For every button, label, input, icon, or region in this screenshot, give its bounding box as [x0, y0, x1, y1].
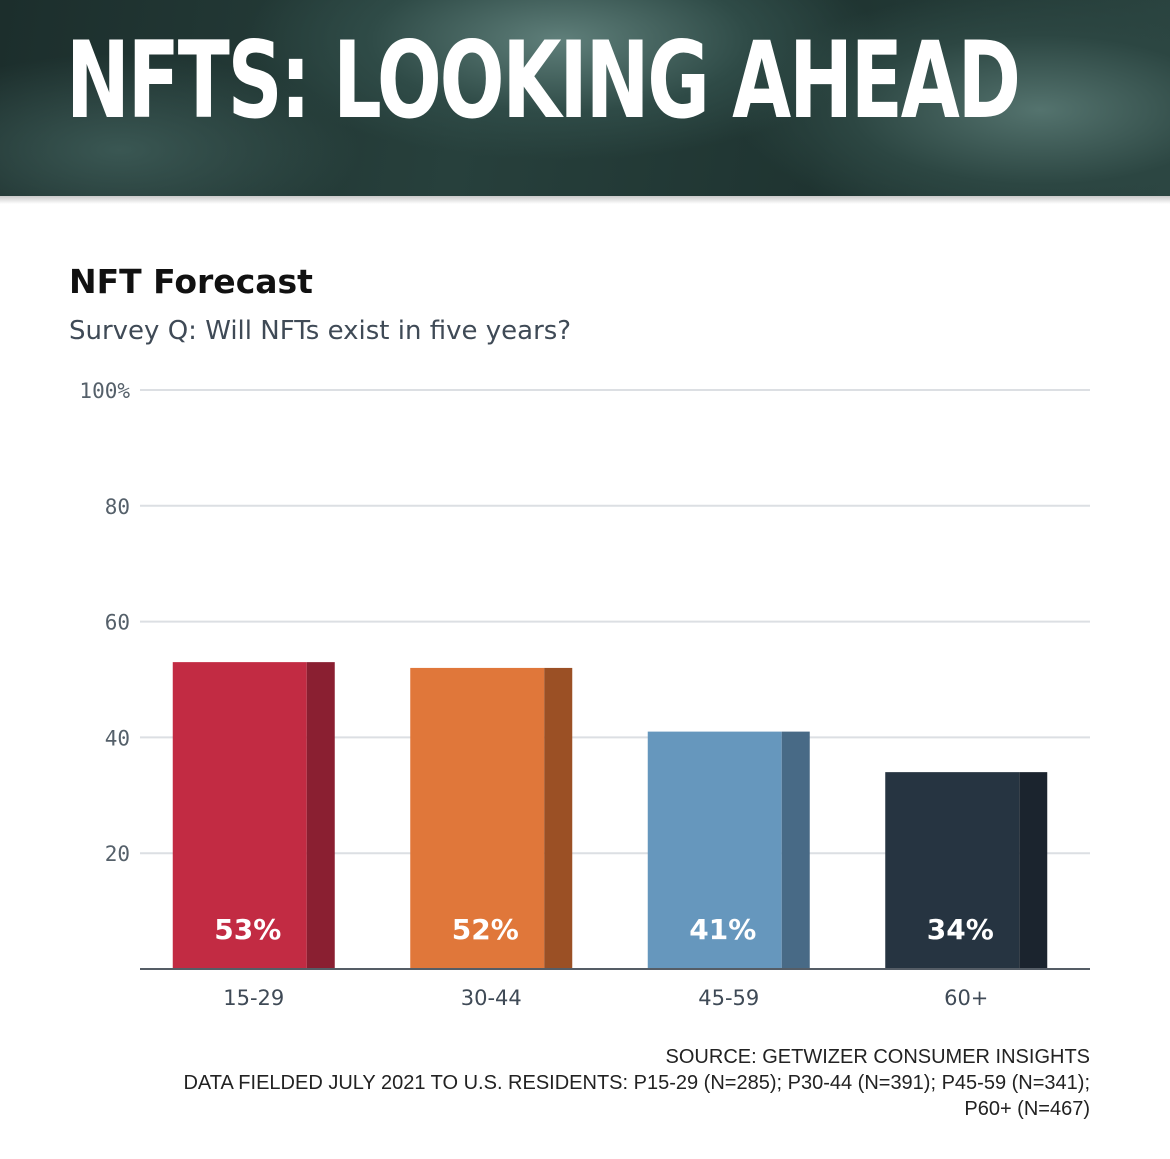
source-note: SOURCE: GETWIZER CONSUMER INSIGHTS DATA … — [50, 1044, 1090, 1122]
source-line: SOURCE: GETWIZER CONSUMER INSIGHTS — [665, 1046, 1090, 1068]
banner-divider — [0, 196, 1170, 204]
y-tick-label: 40 — [105, 726, 130, 750]
bar-face — [410, 667, 545, 969]
x-tick-label: 15-29 — [223, 986, 284, 1010]
bar-chart: 20 40 60 80 100% 53% 52% 41% 34% 15-29 30-44 45-5… — [79, 379, 1090, 1010]
bar-side — [1019, 772, 1048, 969]
bars: 53% 52% 41% 34% — [172, 662, 1048, 969]
y-axis-ticks: 20 40 60 80 100% — [79, 379, 130, 866]
fielded-line-2: P60+ (N=467) — [964, 1098, 1090, 1120]
bar-15-29: 53% — [172, 662, 335, 969]
chart-title: NFT Forecast — [69, 262, 313, 301]
x-tick-label: 30-44 — [461, 986, 522, 1010]
bar-side — [306, 662, 335, 969]
bar-value-label: 41% — [689, 913, 756, 946]
y-tick-label: 80 — [105, 495, 130, 519]
bar-side — [781, 731, 810, 969]
banner-title: NFTS: LOOKING AHEAD — [66, 19, 1021, 142]
fielded-line-1: DATA FIELDED JULY 2021 TO U.S. RESIDENTS… — [183, 1072, 1090, 1094]
bar-face — [885, 772, 1020, 969]
header-banner: NFTS: LOOKING AHEAD — [0, 0, 1170, 196]
y-tick-label: 20 — [105, 842, 130, 866]
bar-side — [544, 667, 573, 969]
x-axis-labels: 15-29 30-44 45-59 60+ — [223, 986, 988, 1010]
bar-60+: 34% — [885, 772, 1048, 969]
bar-45-59: 41% — [647, 731, 810, 969]
x-tick-label: 60+ — [944, 986, 988, 1010]
bar-30-44: 52% — [410, 667, 573, 969]
y-tick-label: 60 — [105, 611, 130, 635]
bar-value-label: 52% — [452, 913, 519, 946]
bar-face — [647, 731, 782, 969]
chart-subtitle: Survey Q: Will NFTs exist in five years? — [69, 316, 572, 346]
y-tick-label: 100% — [79, 379, 130, 403]
bar-face — [172, 662, 307, 969]
x-tick-label: 45-59 — [698, 986, 759, 1010]
bar-value-label: 53% — [214, 913, 281, 946]
bar-value-label: 34% — [927, 913, 994, 946]
